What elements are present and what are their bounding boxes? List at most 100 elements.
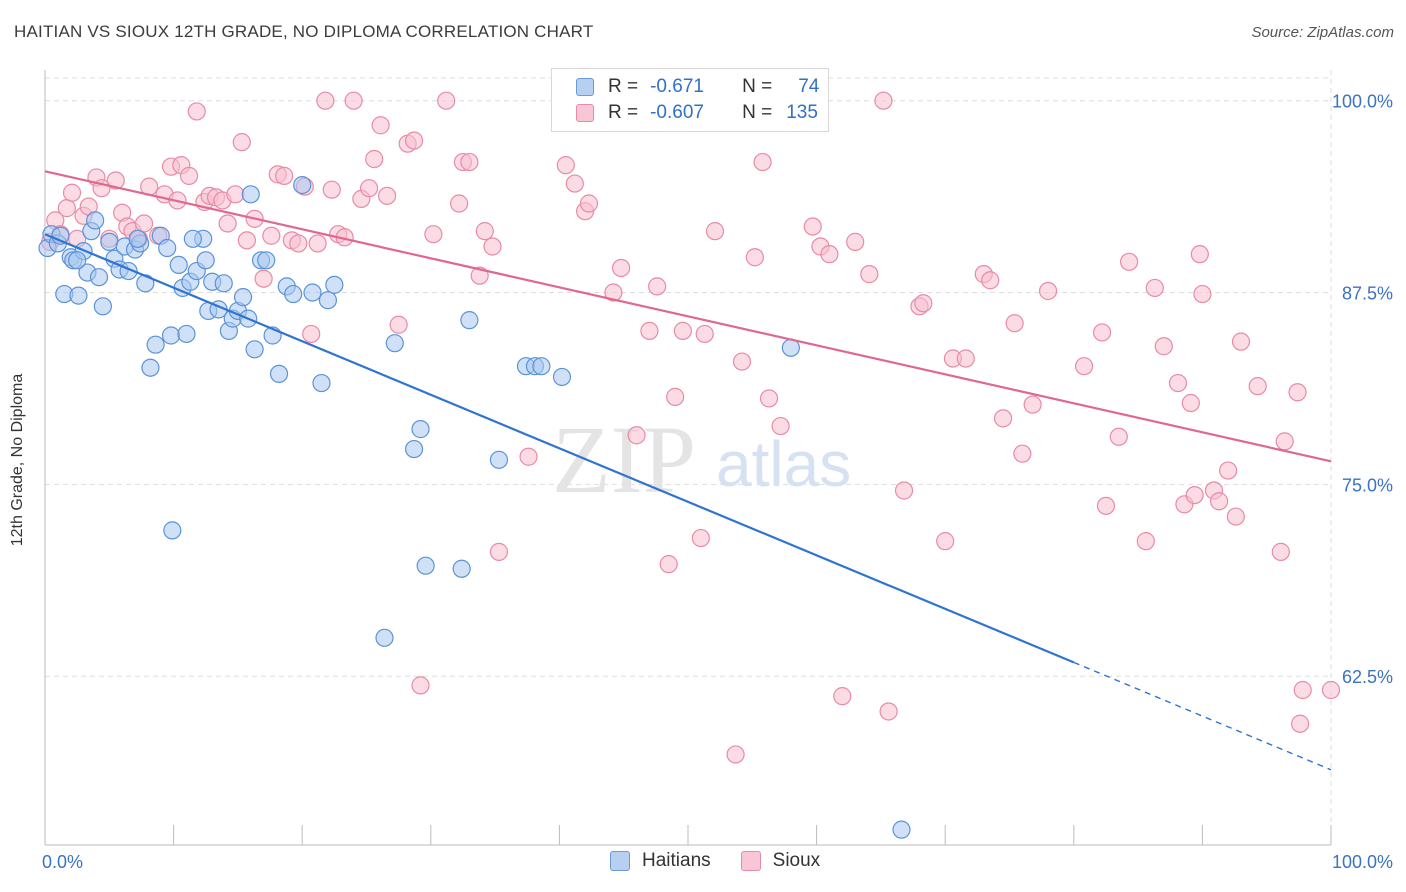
sioux-point [1190,245,1209,264]
haitian-point [257,251,276,270]
watermark: ZIP atlas [552,406,851,513]
sioux-point [691,528,710,548]
sioux-point [1023,395,1042,414]
sioux-point [666,387,685,406]
haitian-point [86,211,105,230]
source-label: Source: ZipAtlas.com [1251,24,1394,41]
haitian-point [325,275,344,294]
sioux-point [1109,427,1128,446]
y-tick-label: 75.0% [1342,475,1393,495]
haitian-point [312,373,331,393]
sioux-point [365,149,384,169]
sioux-point [1231,332,1251,351]
haitian-point [385,334,404,353]
haitian-point [269,364,289,383]
sioux-point [612,258,631,278]
sioux-point [344,91,363,110]
sioux-point [695,324,714,344]
legend-row-haitians: R = -0.671 N = 74 [576,74,819,100]
sioux-point [519,447,538,466]
haitian-point [411,420,430,439]
haitian-point [177,324,196,344]
sioux-point [289,234,308,253]
sioux-point [860,265,879,284]
haitian-point [241,185,260,204]
haitians-swatch [576,78,594,96]
watermark-atlas: atlas [716,428,851,500]
sioux-point [627,426,646,445]
sioux-trend-line [44,170,1332,463]
sioux-point [726,745,745,764]
haitian-point [284,284,303,304]
sioux-point [1145,278,1164,298]
haitian-point [375,628,394,647]
sioux-point [449,194,469,213]
sioux-point [1185,485,1204,505]
haitian-point [89,268,109,287]
sioux-r-label: R = [608,102,639,123]
haitian-point [169,255,188,275]
sioux-point [981,271,1000,290]
haitians-n-value: 74 [798,76,820,97]
sioux-point [322,180,341,199]
sioux-point [956,349,975,368]
haitian-point [93,297,112,316]
sioux-point [874,91,893,110]
sioux-point [1168,373,1188,393]
haitians-r-label: R = [608,76,639,97]
haitians-trend-extension [1073,661,1332,771]
sioux-point [1119,252,1139,271]
sioux-point [1291,714,1310,733]
haitian-point [416,556,435,575]
sioux-point [879,702,898,721]
chart-title: HAITIAN VS SIOUX 12TH GRADE, NO DIPLOMA … [14,22,594,41]
sioux-point [659,555,678,574]
sioux-point [377,186,397,205]
sioux-point [1013,444,1032,463]
sioux-point [914,294,933,313]
haitian-point [183,229,202,248]
y-axis-label: 12th Grade, No Diploma [9,373,26,547]
haitian-point [163,521,182,540]
sioux-point [134,214,154,233]
haitian-point [532,357,551,376]
haitians-trend-line [44,233,1075,664]
haitian-point [158,238,177,258]
sioux-point [483,237,502,256]
sioux-n-label: N = [742,102,773,123]
sioux-point [1210,492,1229,511]
trend-lines [44,170,1332,771]
sioux-point [846,232,865,251]
sioux-point [673,321,692,340]
sioux-point [1096,496,1116,515]
sioux-point [1271,542,1290,561]
sioux-point [302,324,321,344]
haitian-point [245,340,264,359]
sioux-point [556,156,575,175]
sioux-point [648,277,667,296]
sioux-point [1248,377,1267,396]
sioux-point [759,389,779,408]
sioux-point [179,166,199,185]
haitians-n-label: N = [742,76,773,97]
sioux-point [1181,393,1200,413]
sioux-point [1293,680,1312,700]
sioux-point [316,91,335,110]
haitian-point [161,326,181,345]
y-tick-labels: 62.5% 75.0% 87.5% 100.0% [1332,92,1393,687]
sioux-point [565,174,584,193]
stats-legend: R = -0.671 N = 74 R = -0.607 N = 135 [551,68,829,132]
sioux-point [489,542,509,561]
sioux-point [62,183,82,202]
haitians-r-value: -0.671 [650,76,704,97]
sioux-point [1321,680,1341,700]
sioux-r-value: -0.607 [650,102,704,123]
haitian-point [146,335,165,354]
sioux-point [732,352,752,371]
sioux-n-value: 135 [786,102,818,123]
sioux-legend-label: Sioux [772,850,821,871]
sioux-series [41,91,1341,764]
sioux-point [275,166,294,185]
y-tick-label: 62.5% [1342,667,1393,687]
